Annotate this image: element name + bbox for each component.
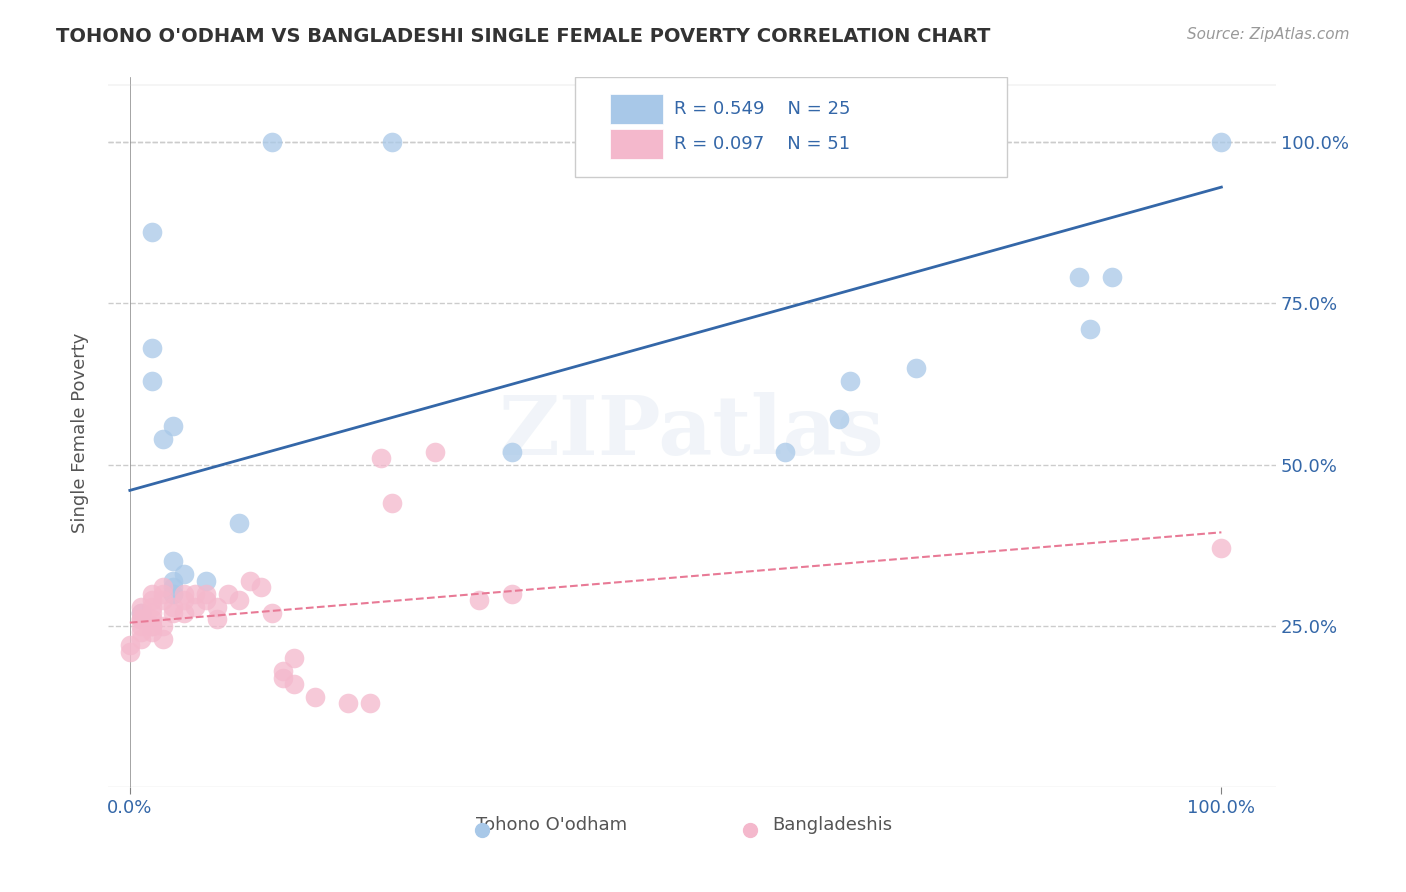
Point <box>359 696 381 710</box>
Point <box>271 671 294 685</box>
Bar <box>610 94 662 124</box>
Text: Tohono O'odham: Tohono O'odham <box>477 816 627 834</box>
Point <box>283 677 305 691</box>
Point <box>184 586 207 600</box>
Point <box>501 586 523 600</box>
Point <box>381 496 404 510</box>
Point <box>195 574 218 588</box>
Point <box>162 599 184 614</box>
Y-axis label: Single Female Poverty: Single Female Poverty <box>72 332 89 533</box>
Point <box>162 606 184 620</box>
Point <box>129 612 152 626</box>
Point <box>271 664 294 678</box>
Point <box>152 593 174 607</box>
Point <box>1069 270 1091 285</box>
Point <box>173 586 195 600</box>
Point <box>195 593 218 607</box>
Point <box>152 580 174 594</box>
Point <box>141 342 163 356</box>
Point <box>260 135 283 149</box>
Point <box>370 451 392 466</box>
Point <box>304 690 326 704</box>
Text: ZIPatlas: ZIPatlas <box>499 392 884 473</box>
Point <box>141 612 163 626</box>
Point <box>773 444 796 458</box>
Point <box>129 606 152 620</box>
Point <box>501 444 523 458</box>
Point <box>141 593 163 607</box>
Point <box>337 696 360 710</box>
Point <box>468 819 491 833</box>
Point <box>217 586 239 600</box>
Point <box>239 574 262 588</box>
Bar <box>610 129 662 159</box>
Point <box>141 225 163 239</box>
Point <box>152 619 174 633</box>
Point <box>129 606 152 620</box>
Point <box>162 580 184 594</box>
Point <box>129 599 152 614</box>
Point <box>228 516 250 530</box>
Point <box>1211 541 1233 556</box>
Point <box>152 586 174 600</box>
Point <box>228 593 250 607</box>
Point <box>381 135 404 149</box>
Point <box>141 606 163 620</box>
Point <box>141 374 163 388</box>
Point <box>425 444 447 458</box>
Point <box>173 567 195 582</box>
Point <box>141 619 163 633</box>
Text: TOHONO O'ODHAM VS BANGLADESHI SINGLE FEMALE POVERTY CORRELATION CHART: TOHONO O'ODHAM VS BANGLADESHI SINGLE FEM… <box>56 27 991 45</box>
Point <box>162 418 184 433</box>
Point <box>141 625 163 640</box>
Point <box>129 612 152 626</box>
Point <box>1211 135 1233 149</box>
Point <box>141 586 163 600</box>
Point <box>1101 270 1123 285</box>
Point <box>141 599 163 614</box>
Point <box>184 599 207 614</box>
Point <box>718 819 741 833</box>
Point <box>162 586 184 600</box>
Point <box>205 599 228 614</box>
Text: R = 0.549    N = 25: R = 0.549 N = 25 <box>675 100 851 118</box>
Point <box>152 432 174 446</box>
FancyBboxPatch shape <box>575 78 1007 177</box>
Point <box>904 360 927 375</box>
Point <box>152 632 174 646</box>
Point <box>283 651 305 665</box>
Point <box>118 638 141 652</box>
Point <box>828 412 851 426</box>
Point <box>468 593 491 607</box>
Point <box>249 580 271 594</box>
Point <box>173 606 195 620</box>
Point <box>1080 322 1102 336</box>
Text: R = 0.097    N = 51: R = 0.097 N = 51 <box>675 136 851 153</box>
Point <box>205 612 228 626</box>
Text: Source: ZipAtlas.com: Source: ZipAtlas.com <box>1187 27 1350 42</box>
Point <box>129 632 152 646</box>
Point <box>162 574 184 588</box>
Point <box>195 586 218 600</box>
Point <box>129 625 152 640</box>
Point <box>162 586 184 600</box>
Point <box>118 645 141 659</box>
Point <box>839 374 862 388</box>
Point <box>260 606 283 620</box>
Point <box>162 554 184 568</box>
Text: Bangladeshis: Bangladeshis <box>772 816 893 834</box>
Point <box>173 593 195 607</box>
Point <box>129 619 152 633</box>
Point <box>141 619 163 633</box>
